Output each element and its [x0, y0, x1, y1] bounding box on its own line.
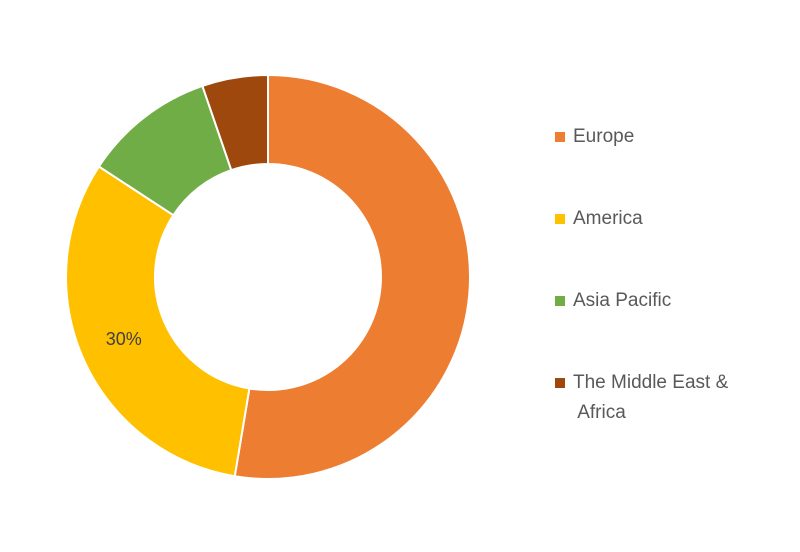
legend-swatch	[555, 296, 565, 306]
slice	[201, 73, 269, 172]
legend-label: America	[573, 208, 643, 229]
data-label: 30%	[106, 329, 142, 349]
legend-label: The Middle East & Africa	[573, 372, 729, 423]
legend-label: Europe	[573, 126, 634, 147]
legend-swatch	[555, 378, 565, 388]
slice	[233, 73, 471, 480]
legend-swatch	[555, 214, 565, 224]
legend-swatch	[555, 132, 565, 142]
legend-label: Asia Pacific	[573, 290, 671, 311]
slice	[65, 165, 251, 478]
